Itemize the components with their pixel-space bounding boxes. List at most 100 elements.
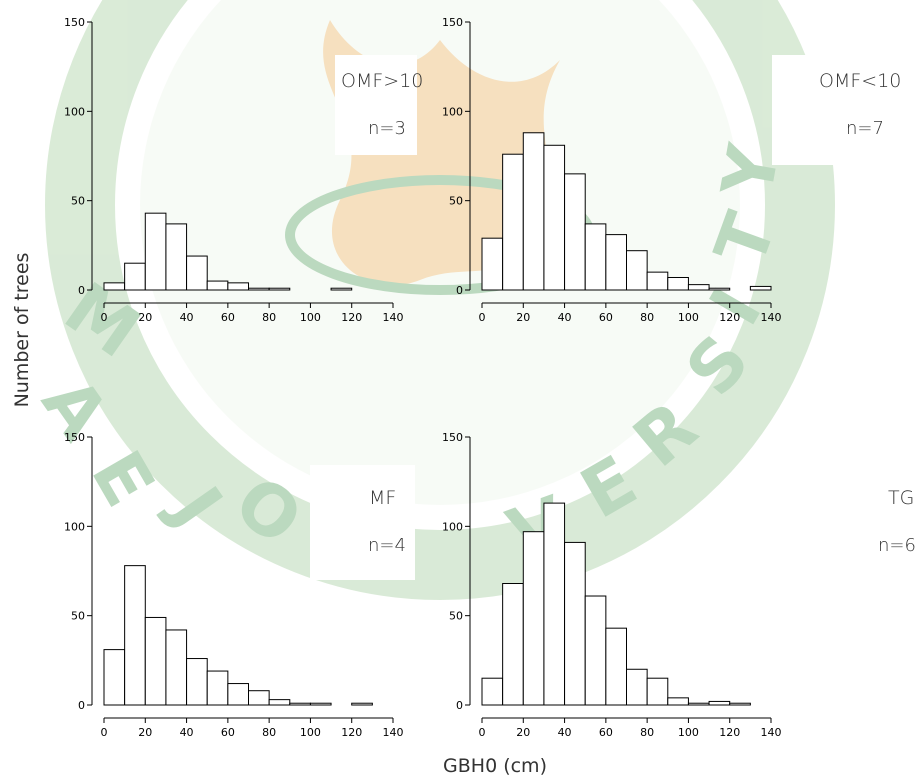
- histogram-bar: [186, 255, 208, 291]
- x-tick-label: 140: [761, 726, 782, 739]
- histogram-bar: [564, 541, 586, 706]
- histogram-bar: [584, 595, 607, 706]
- histogram-tg: 0 50 100 150 0 20 40 60 80 100 120 140: [442, 431, 782, 739]
- x-tick-label: 140: [383, 726, 404, 739]
- histogram-bar: [165, 629, 188, 706]
- x-tick-label: 0: [101, 726, 108, 739]
- panel-count-mf: n=4: [368, 535, 406, 556]
- histogram-bar: [708, 287, 731, 291]
- histogram-bar: [206, 670, 229, 706]
- x-tick-label: 0: [101, 311, 108, 324]
- x-tick-label: 60: [599, 311, 613, 324]
- y-tick-label: 100: [442, 520, 463, 533]
- histogram-bar: [584, 223, 607, 291]
- label-box-omf-gt10: [335, 55, 417, 155]
- histogram-bar: [268, 699, 291, 706]
- panel-tag-mf: MF: [369, 487, 397, 509]
- x-tick-label: 100: [300, 726, 321, 739]
- histogram-bar: [687, 284, 710, 291]
- x-tick-label: 20: [516, 726, 530, 739]
- x-tick-label: 80: [640, 726, 654, 739]
- y-tick-label: 50: [449, 195, 463, 208]
- histogram-bar: [522, 132, 545, 291]
- histogram-bar: [667, 697, 689, 706]
- histogram-bar: [103, 649, 126, 706]
- histogram-bar: [729, 702, 751, 706]
- histogram-bar: [289, 702, 311, 706]
- y-tick-label: 50: [449, 610, 463, 623]
- y-tick-label: 150: [442, 431, 463, 444]
- label-box-omf-lt10: [772, 55, 924, 165]
- y-tick-label: 100: [64, 105, 85, 118]
- y-tick-label: 100: [64, 520, 85, 533]
- x-tick-label: 60: [221, 726, 235, 739]
- panel-count-tg: n=6: [878, 535, 916, 556]
- x-tick-label: 120: [341, 726, 362, 739]
- histogram-bar: [144, 616, 167, 706]
- x-tick-label: 40: [180, 726, 194, 739]
- x-tick-label: 80: [262, 311, 276, 324]
- x-tick-label: 60: [221, 311, 235, 324]
- x-tick-label: 80: [262, 726, 276, 739]
- histogram-bar: [144, 212, 167, 291]
- x-tick-label: 0: [479, 726, 486, 739]
- x-tick-label: 60: [599, 726, 613, 739]
- x-tick-label: 20: [138, 311, 152, 324]
- seal-outer-ring: [45, 0, 835, 600]
- x-tick-label: 40: [558, 311, 572, 324]
- histogram-mf: 0 50 100 150 0 20 40 60 80 100 120 140: [64, 431, 404, 739]
- x-tick-label: 140: [383, 311, 404, 324]
- x-tick-label: 80: [640, 311, 654, 324]
- x-tick-label: 40: [180, 311, 194, 324]
- histogram-bar: [165, 223, 188, 291]
- x-tick-label: 120: [719, 726, 740, 739]
- histogram-omf-lt10: 0 50 100 150 0 20 40 60 80 100 120 140: [442, 16, 782, 324]
- x-tick-label: 20: [138, 726, 152, 739]
- histogram-bar: [351, 702, 373, 706]
- y-tick-label: 0: [78, 699, 85, 712]
- histogram-bar: [248, 690, 270, 706]
- histogram-bar: [687, 702, 710, 706]
- histogram-bar: [330, 287, 353, 291]
- y-tick-label: 50: [71, 195, 85, 208]
- histogram-bar: [248, 287, 270, 291]
- histogram-bar: [626, 668, 648, 706]
- x-tick-label: 40: [558, 726, 572, 739]
- histogram-bar: [268, 287, 291, 291]
- y-axis-title: Number of trees: [11, 252, 33, 408]
- histogram-bar: [206, 280, 229, 291]
- histogram-bar: [522, 531, 545, 706]
- histogram-bar: [543, 144, 566, 291]
- panel-tag-omf-lt10: OMF<10: [819, 70, 902, 92]
- panel-tag-omf-gt10: OMF>10: [341, 70, 424, 92]
- x-tick-label: 100: [300, 311, 321, 324]
- x-tick-label: 120: [719, 311, 740, 324]
- x-axis-title: GBH0 (cm): [443, 755, 547, 777]
- x-tick-label: 0: [479, 311, 486, 324]
- panel-count-omf-gt10: n=3: [368, 118, 406, 139]
- histogram-bar: [103, 282, 126, 291]
- histogram-bar: [667, 276, 689, 291]
- label-box-mf: [310, 465, 415, 580]
- panel-count-omf-lt10: n=7: [846, 118, 884, 139]
- histogram-bar: [502, 583, 524, 706]
- histogram-bar: [708, 700, 731, 706]
- histogram-bar: [543, 502, 566, 706]
- panel-tag-tg: TG: [888, 487, 915, 509]
- histogram-bar: [309, 702, 332, 706]
- histogram-bar: [646, 677, 669, 706]
- histogram-bar: [605, 627, 627, 706]
- y-tick-label: 0: [456, 284, 463, 297]
- x-tick-label: 120: [341, 311, 362, 324]
- y-tick-label: 100: [442, 105, 463, 118]
- y-tick-label: 0: [456, 699, 463, 712]
- y-tick-label: 50: [71, 610, 85, 623]
- histogram-bar: [749, 285, 772, 291]
- histogram-bar: [605, 234, 627, 291]
- histogram-bar: [227, 282, 250, 291]
- x-tick-label: 100: [678, 726, 699, 739]
- histogram-bar: [502, 153, 524, 291]
- y-tick-label: 150: [64, 16, 85, 29]
- histogram-bar: [646, 271, 669, 291]
